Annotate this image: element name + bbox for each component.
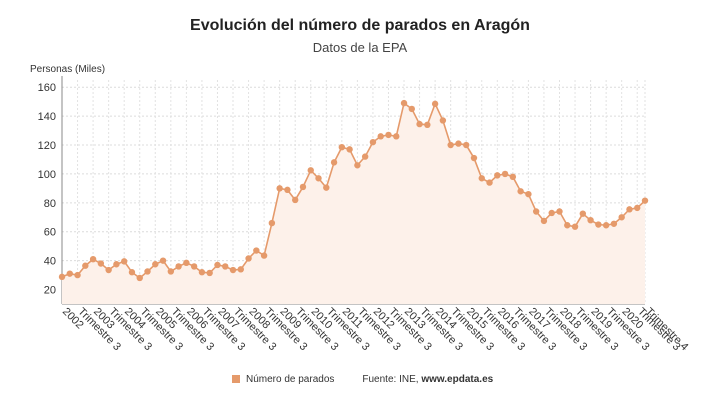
data-point: [532, 208, 540, 215]
source-prefix: Fuente: INE,: [362, 373, 422, 385]
data-point: [455, 140, 462, 147]
data-point: [284, 186, 291, 194]
data-point: [136, 274, 143, 282]
data-point: [369, 138, 377, 146]
data-point: [307, 167, 314, 174]
data-point: [556, 208, 563, 215]
data-point: [346, 146, 353, 153]
data-point: [120, 258, 128, 265]
y-tick-label: 120: [38, 140, 56, 152]
data-point: [509, 173, 517, 181]
data-point: [525, 190, 532, 198]
data-point: [323, 184, 330, 191]
data-point: [167, 268, 175, 275]
data-point: [385, 131, 392, 139]
data-point: [447, 141, 454, 149]
data-point: [610, 220, 618, 227]
data-point: [253, 247, 260, 254]
data-point: [579, 210, 587, 217]
data-point: [245, 255, 252, 262]
data-point: [206, 269, 213, 277]
data-point: [634, 204, 641, 212]
data-point: [190, 263, 198, 270]
data-point: [105, 266, 112, 274]
data-point: [276, 185, 283, 192]
data-point: [222, 263, 229, 270]
legend-series-label: Número de parados: [246, 373, 335, 385]
data-point: [315, 175, 322, 182]
data-point: [618, 214, 625, 221]
data-point: [89, 256, 97, 263]
data-point: [501, 170, 509, 178]
data-point: [159, 257, 167, 264]
data-point: [602, 222, 610, 229]
data-point: [74, 271, 81, 279]
data-point: [361, 153, 369, 160]
series-line: [61, 101, 646, 280]
y-tick-label: 140: [38, 111, 56, 123]
data-point: [548, 209, 555, 217]
data-point: [595, 221, 602, 228]
data-point: [113, 261, 120, 268]
data-point: [175, 263, 182, 270]
y-tick-label: 100: [38, 169, 56, 181]
data-point: [198, 269, 206, 276]
data-point: [268, 219, 276, 227]
data-point: [463, 141, 470, 149]
data-point: [237, 266, 244, 273]
data-point: [571, 223, 579, 230]
data-point: [494, 172, 501, 179]
data-point: [183, 259, 190, 267]
y-tick-label: 20: [44, 285, 56, 297]
data-point: [470, 154, 478, 162]
data-point: [641, 197, 649, 204]
data-point: [354, 162, 361, 169]
data-point: [486, 179, 493, 186]
source-site: www.epdata.es: [421, 373, 494, 385]
y-tick-label: 80: [44, 198, 56, 210]
data-point: [564, 222, 571, 229]
chart-subtitle: Datos de la EPA: [312, 40, 408, 55]
data-point: [152, 261, 159, 268]
data-point: [144, 268, 151, 275]
data-point: [338, 144, 346, 151]
data-point: [128, 269, 136, 276]
data-point: [82, 262, 89, 269]
data-point: [439, 117, 447, 124]
data-point: [416, 120, 423, 128]
data-point: [400, 99, 408, 107]
data-point: [66, 270, 73, 277]
y-axis-label: Personas (Miles): [30, 64, 106, 75]
data-point: [393, 133, 400, 140]
series-area: [62, 103, 645, 304]
data-point: [424, 121, 431, 128]
y-tick-label: 40: [44, 256, 56, 268]
data-point: [214, 261, 221, 269]
data-point: [292, 196, 299, 204]
data-point: [626, 206, 633, 213]
data-point: [587, 216, 594, 224]
data-point: [330, 159, 338, 166]
data-point: [478, 175, 485, 182]
y-tick-label: 160: [38, 82, 56, 94]
source-note: Fuente: INE, www.epdata.es: [362, 374, 493, 385]
data-point: [377, 133, 384, 140]
data-point: [517, 188, 524, 195]
legend-swatch: [232, 375, 240, 383]
data-point: [58, 273, 66, 281]
data-point: [299, 183, 307, 191]
data-point: [540, 217, 548, 225]
data-point: [97, 260, 105, 267]
data-point: [408, 105, 415, 113]
data-point: [260, 252, 268, 259]
chart-title: Evolución del número de parados en Aragó…: [190, 17, 530, 34]
data-point: [229, 266, 237, 274]
data-point: [431, 100, 439, 108]
legend: Número de parados Fuente: INE, www.epdat…: [232, 372, 493, 386]
y-tick-label: 60: [44, 227, 56, 239]
